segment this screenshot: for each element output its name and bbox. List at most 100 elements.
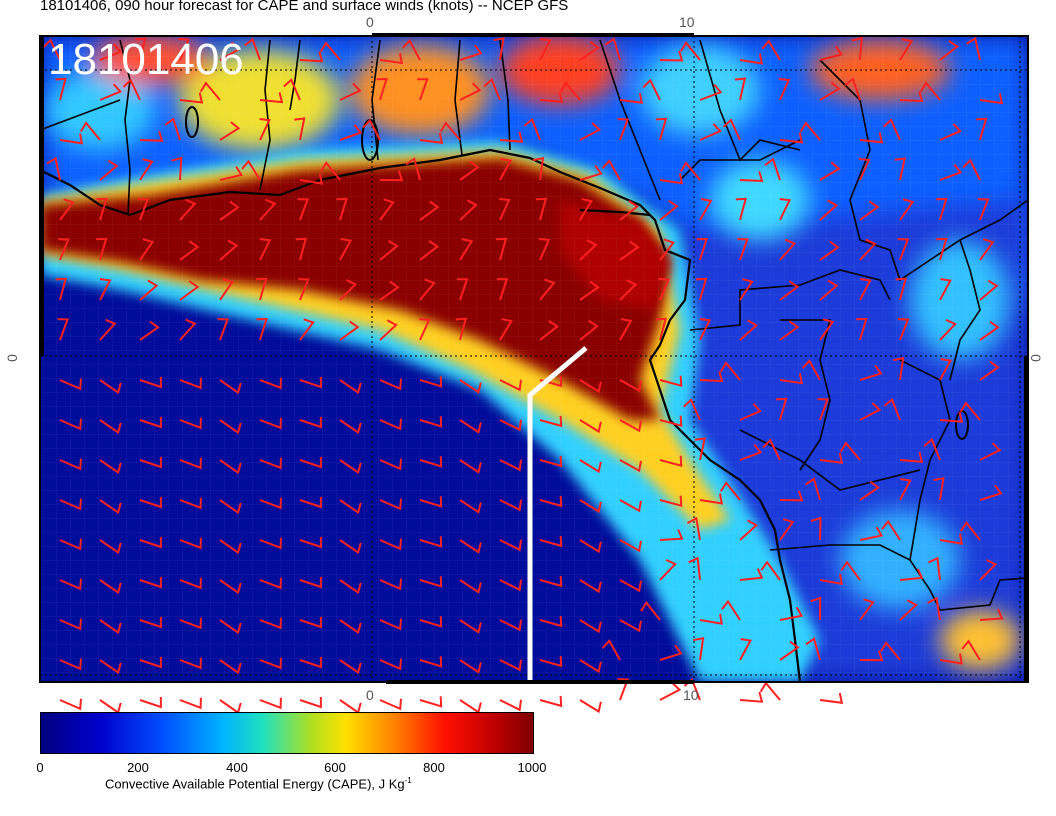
wind-barb xyxy=(819,318,835,341)
wind-barb xyxy=(339,419,362,435)
wind-barb xyxy=(499,318,513,341)
wind-barb xyxy=(299,416,322,429)
wind-barb xyxy=(539,91,564,103)
wind-barb xyxy=(539,320,560,341)
wind-barb xyxy=(939,278,952,301)
wind-barb xyxy=(179,577,202,590)
colorbar-title-text: Convective Available Potential Energy (C… xyxy=(105,776,405,792)
wind-barb xyxy=(179,497,202,510)
wind-barb xyxy=(459,619,482,634)
wind-barb xyxy=(927,556,941,581)
wind-barb xyxy=(939,318,957,341)
wind-barb xyxy=(819,279,839,301)
wind-barb xyxy=(57,318,70,341)
wind-barb xyxy=(801,359,821,381)
wind-barb xyxy=(619,318,633,341)
wind-barb xyxy=(419,576,443,588)
wind-barb xyxy=(219,200,240,221)
wind-barb xyxy=(99,419,122,435)
wind-barb xyxy=(619,619,642,633)
wind-barb xyxy=(55,77,67,101)
wind-barb xyxy=(379,319,398,341)
wind-barb xyxy=(164,117,181,141)
colorbar-tick-1000: 1000 xyxy=(517,760,547,775)
wind-barb xyxy=(217,318,230,341)
wind-barb xyxy=(739,568,764,581)
wind-barb xyxy=(499,619,522,632)
wind-barb xyxy=(939,163,963,181)
wind-barb xyxy=(881,519,901,541)
wind-barb xyxy=(579,459,602,474)
wind-barb xyxy=(923,437,941,461)
wind-barb xyxy=(457,278,469,301)
wind-barb xyxy=(579,619,602,634)
wind-barb xyxy=(619,92,644,104)
wind-barb xyxy=(539,38,552,61)
wind-barb xyxy=(439,121,461,141)
wind-barb xyxy=(579,198,593,221)
wind-barb xyxy=(695,277,708,301)
wind-barb xyxy=(419,696,443,708)
coastlines xyxy=(39,148,802,683)
wind-barb xyxy=(899,568,924,581)
wind-barb xyxy=(459,160,480,181)
wind-barb xyxy=(379,498,402,511)
wind-barb xyxy=(99,619,122,635)
wind-barb xyxy=(59,698,82,711)
colorbar-tick-400: 400 xyxy=(226,760,248,775)
wind-barb xyxy=(779,132,804,144)
wind-barb xyxy=(899,198,915,221)
wind-barb xyxy=(658,278,670,301)
tick-top-0: 0 xyxy=(366,14,374,30)
wind-barb xyxy=(219,121,241,141)
wind-barb xyxy=(419,496,443,508)
wind-barb xyxy=(779,280,800,301)
wind-barb xyxy=(459,44,483,61)
wind-barb xyxy=(579,239,598,261)
wind-barb xyxy=(495,237,508,261)
wind-barb xyxy=(979,608,1004,621)
wind-barb xyxy=(299,576,322,589)
wind-barb xyxy=(805,637,821,661)
wind-barb xyxy=(659,375,683,388)
wind-barb xyxy=(379,53,404,65)
wind-barb xyxy=(179,240,200,261)
wind-barb xyxy=(99,318,117,341)
wind-barb xyxy=(299,496,322,509)
wind-barb xyxy=(419,318,431,341)
wind-barb xyxy=(979,360,1000,381)
wind-barb xyxy=(379,578,402,591)
wind-barb xyxy=(259,577,282,590)
wind-barb xyxy=(219,579,242,595)
wind-barbs xyxy=(42,36,1004,715)
wind-barb xyxy=(959,401,981,421)
wind-barb xyxy=(539,455,563,468)
wind-barb xyxy=(764,157,781,181)
wind-barb xyxy=(339,124,363,141)
wind-barb xyxy=(939,123,962,141)
wind-barb xyxy=(219,459,242,475)
wind-barb xyxy=(699,123,722,141)
wind-barb xyxy=(139,416,162,429)
wind-barb xyxy=(699,83,723,101)
wind-barb xyxy=(483,77,501,101)
wind-barb xyxy=(299,656,322,669)
wind-barb xyxy=(859,364,883,381)
tick-bottom-0: 0 xyxy=(366,687,374,703)
colorbar-title: Convective Available Potential Energy (C… xyxy=(105,776,412,791)
wind-barb xyxy=(139,279,159,301)
wind-barb xyxy=(739,519,759,541)
colorbar-title-unit-exponent: -1 xyxy=(404,776,412,785)
wind-barb xyxy=(739,171,764,183)
wind-barb xyxy=(419,240,440,261)
wind-barb xyxy=(455,317,468,341)
wind-barb xyxy=(619,200,640,221)
wind-barb xyxy=(339,238,353,261)
wind-barb xyxy=(579,40,601,61)
wind-barb xyxy=(779,640,800,661)
wind-barb xyxy=(559,81,581,101)
wind-barb xyxy=(739,278,754,301)
wind-barb xyxy=(59,133,84,145)
wind-barb xyxy=(219,539,242,555)
